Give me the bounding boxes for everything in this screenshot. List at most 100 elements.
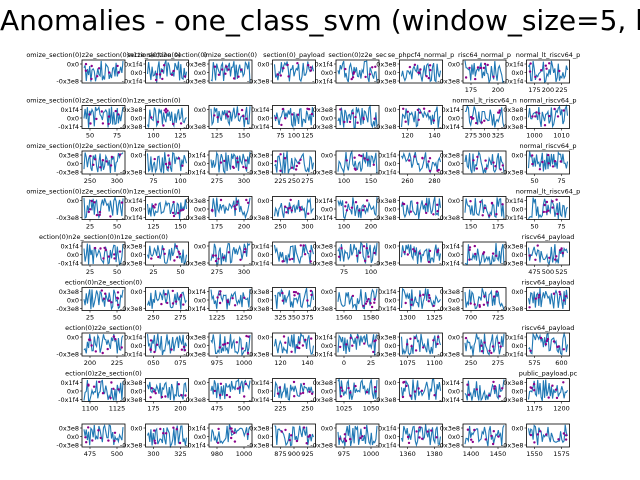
anomaly-point [298, 346, 301, 350]
anomaly-point [545, 339, 549, 343]
anomaly-point [533, 389, 536, 392]
x-tick-label: 200 [238, 223, 250, 231]
anomaly-point [217, 427, 220, 431]
anomaly-point [298, 162, 301, 165]
y-tick-label: 0x0 [511, 425, 523, 433]
anomaly-point [501, 203, 504, 206]
anomaly-point [223, 343, 227, 346]
anomaly-point [302, 382, 306, 386]
anomaly-point [534, 297, 537, 300]
y-tick-label: 0x1f4 [505, 61, 524, 69]
anomaly-point [413, 155, 416, 158]
anomaly-point [419, 68, 422, 71]
anomaly-point [232, 77, 236, 80]
anomaly-point [428, 110, 431, 113]
y-tick-label: 0x3e8 [313, 243, 333, 251]
anomaly-point [488, 349, 491, 352]
subplot: risc64_normal_p 0x0 -0x3e8 175 200 [437, 51, 511, 94]
anomaly-point [236, 387, 239, 390]
anomaly-point [160, 395, 164, 399]
anomaly-point [154, 442, 157, 445]
y-tick-label: -0x3e8 [310, 169, 333, 177]
subplot: 0x0 -0x3e8 275 300 [183, 241, 253, 276]
y-tick-label: -0x3e8 [120, 442, 143, 450]
anomaly-point [179, 122, 183, 125]
anomaly-point [539, 336, 543, 340]
anomaly-point [307, 63, 310, 67]
subplot-frame [526, 423, 570, 448]
x-tick-label: 075 [174, 359, 186, 367]
anomaly-point [363, 157, 366, 160]
y-tick-label: -0x3e8 [56, 78, 79, 86]
anomaly-point [354, 384, 357, 388]
anomaly-point [557, 438, 560, 441]
anomaly-point [367, 255, 370, 258]
anomaly-point [276, 392, 280, 395]
anomaly-point [408, 65, 412, 69]
anomaly-point [484, 159, 487, 162]
anomaly-point [414, 349, 418, 352]
anomaly-point [501, 387, 504, 390]
anomaly-point [283, 157, 287, 160]
anomaly-point [351, 294, 355, 298]
anomaly-point [543, 203, 546, 207]
y-tick-label: 0x3e8 [376, 334, 396, 342]
anomaly-point [402, 202, 406, 206]
anomaly-point [475, 167, 478, 170]
subplot-frame [145, 287, 189, 311]
anomaly-point [310, 112, 314, 116]
anomaly-point [345, 201, 348, 204]
series-line [273, 332, 315, 356]
y-tick-label: 0x1f4 [441, 106, 460, 114]
subplot-frame [399, 287, 443, 311]
y-tick-label: 0x1f4 [378, 425, 397, 433]
y-tick-label: 0x0 [321, 251, 333, 259]
anomaly-point [358, 251, 362, 254]
y-tick-label: -0x3e8 [374, 351, 397, 359]
anomaly-point [216, 441, 220, 444]
anomaly-point [559, 248, 562, 252]
x-tick-label: 150 [365, 177, 377, 185]
anomaly-point [162, 248, 165, 251]
anomaly-point [480, 344, 483, 347]
subplot-frame [526, 150, 570, 175]
x-tick-label: 925 [301, 450, 313, 458]
subplot-frame [399, 59, 443, 84]
anomaly-point [288, 258, 292, 261]
anomaly-point [291, 257, 294, 261]
y-tick-label: 0x0 [384, 106, 396, 114]
anomaly-point [493, 385, 497, 388]
anomaly-point [282, 67, 285, 70]
anomaly-point [149, 348, 152, 351]
anomaly-point [296, 292, 300, 295]
anomaly-point [558, 293, 562, 296]
anomaly-point [233, 431, 236, 435]
y-tick-label: 0x0 [511, 152, 523, 160]
subplot-frame [208, 378, 253, 402]
subplot: omize_section(0)z2e_section(0)n1ze_secti… [26, 142, 180, 185]
y-tick-label: 0x0 [448, 251, 460, 259]
x-tick-label: 150 [174, 223, 186, 231]
anomaly-point [246, 201, 250, 204]
anomaly-point [427, 76, 430, 80]
anomaly-point [339, 386, 343, 389]
subplot-frame [81, 423, 126, 448]
x-tick-label: 200 [84, 359, 96, 367]
x-tick-label: 175 [147, 405, 159, 413]
anomaly-point [245, 117, 248, 120]
anomaly-point [172, 214, 176, 218]
series-line [83, 105, 124, 128]
anomaly-point [299, 158, 302, 161]
series-line [83, 60, 124, 82]
anomaly-point [240, 68, 243, 72]
subplot-title: section(0)_payload [263, 51, 325, 59]
anomaly-point [564, 434, 568, 437]
anomaly-point [409, 210, 412, 213]
anomaly-point [154, 203, 157, 206]
